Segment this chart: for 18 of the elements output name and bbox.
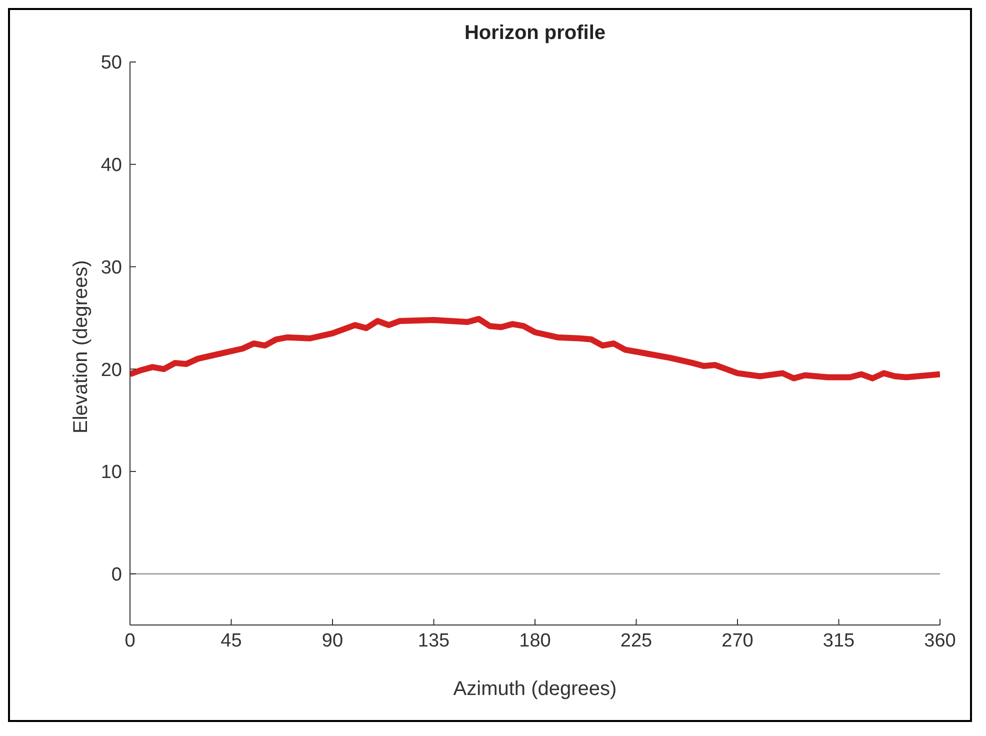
chart-title: Horizon profile: [463, 22, 607, 45]
y-axis-title: Elevation (degrees): [70, 260, 92, 434]
y-tick-label: 50: [100, 52, 122, 74]
x-tick-label: 135: [418, 630, 450, 652]
x-tick-label: 45: [220, 630, 242, 652]
x-tick-label: 225: [620, 630, 652, 652]
y-tick-label: 10: [100, 462, 122, 484]
x-tick-label: 315: [822, 630, 855, 652]
y-tick-label: 40: [100, 155, 122, 176]
x-tick-label: 270: [722, 630, 754, 652]
x-tick-label: 0: [124, 630, 136, 652]
y-tick-label: 0: [111, 564, 122, 586]
x-tick-label: 180: [519, 630, 551, 652]
x-tick-label: 90: [322, 630, 344, 652]
x-axis-title: Azimuth (degrees): [453, 678, 617, 700]
y-tick-label: 30: [100, 257, 122, 278]
x-tick-label: 360: [924, 630, 956, 652]
y-tick-label: 20: [100, 360, 122, 381]
